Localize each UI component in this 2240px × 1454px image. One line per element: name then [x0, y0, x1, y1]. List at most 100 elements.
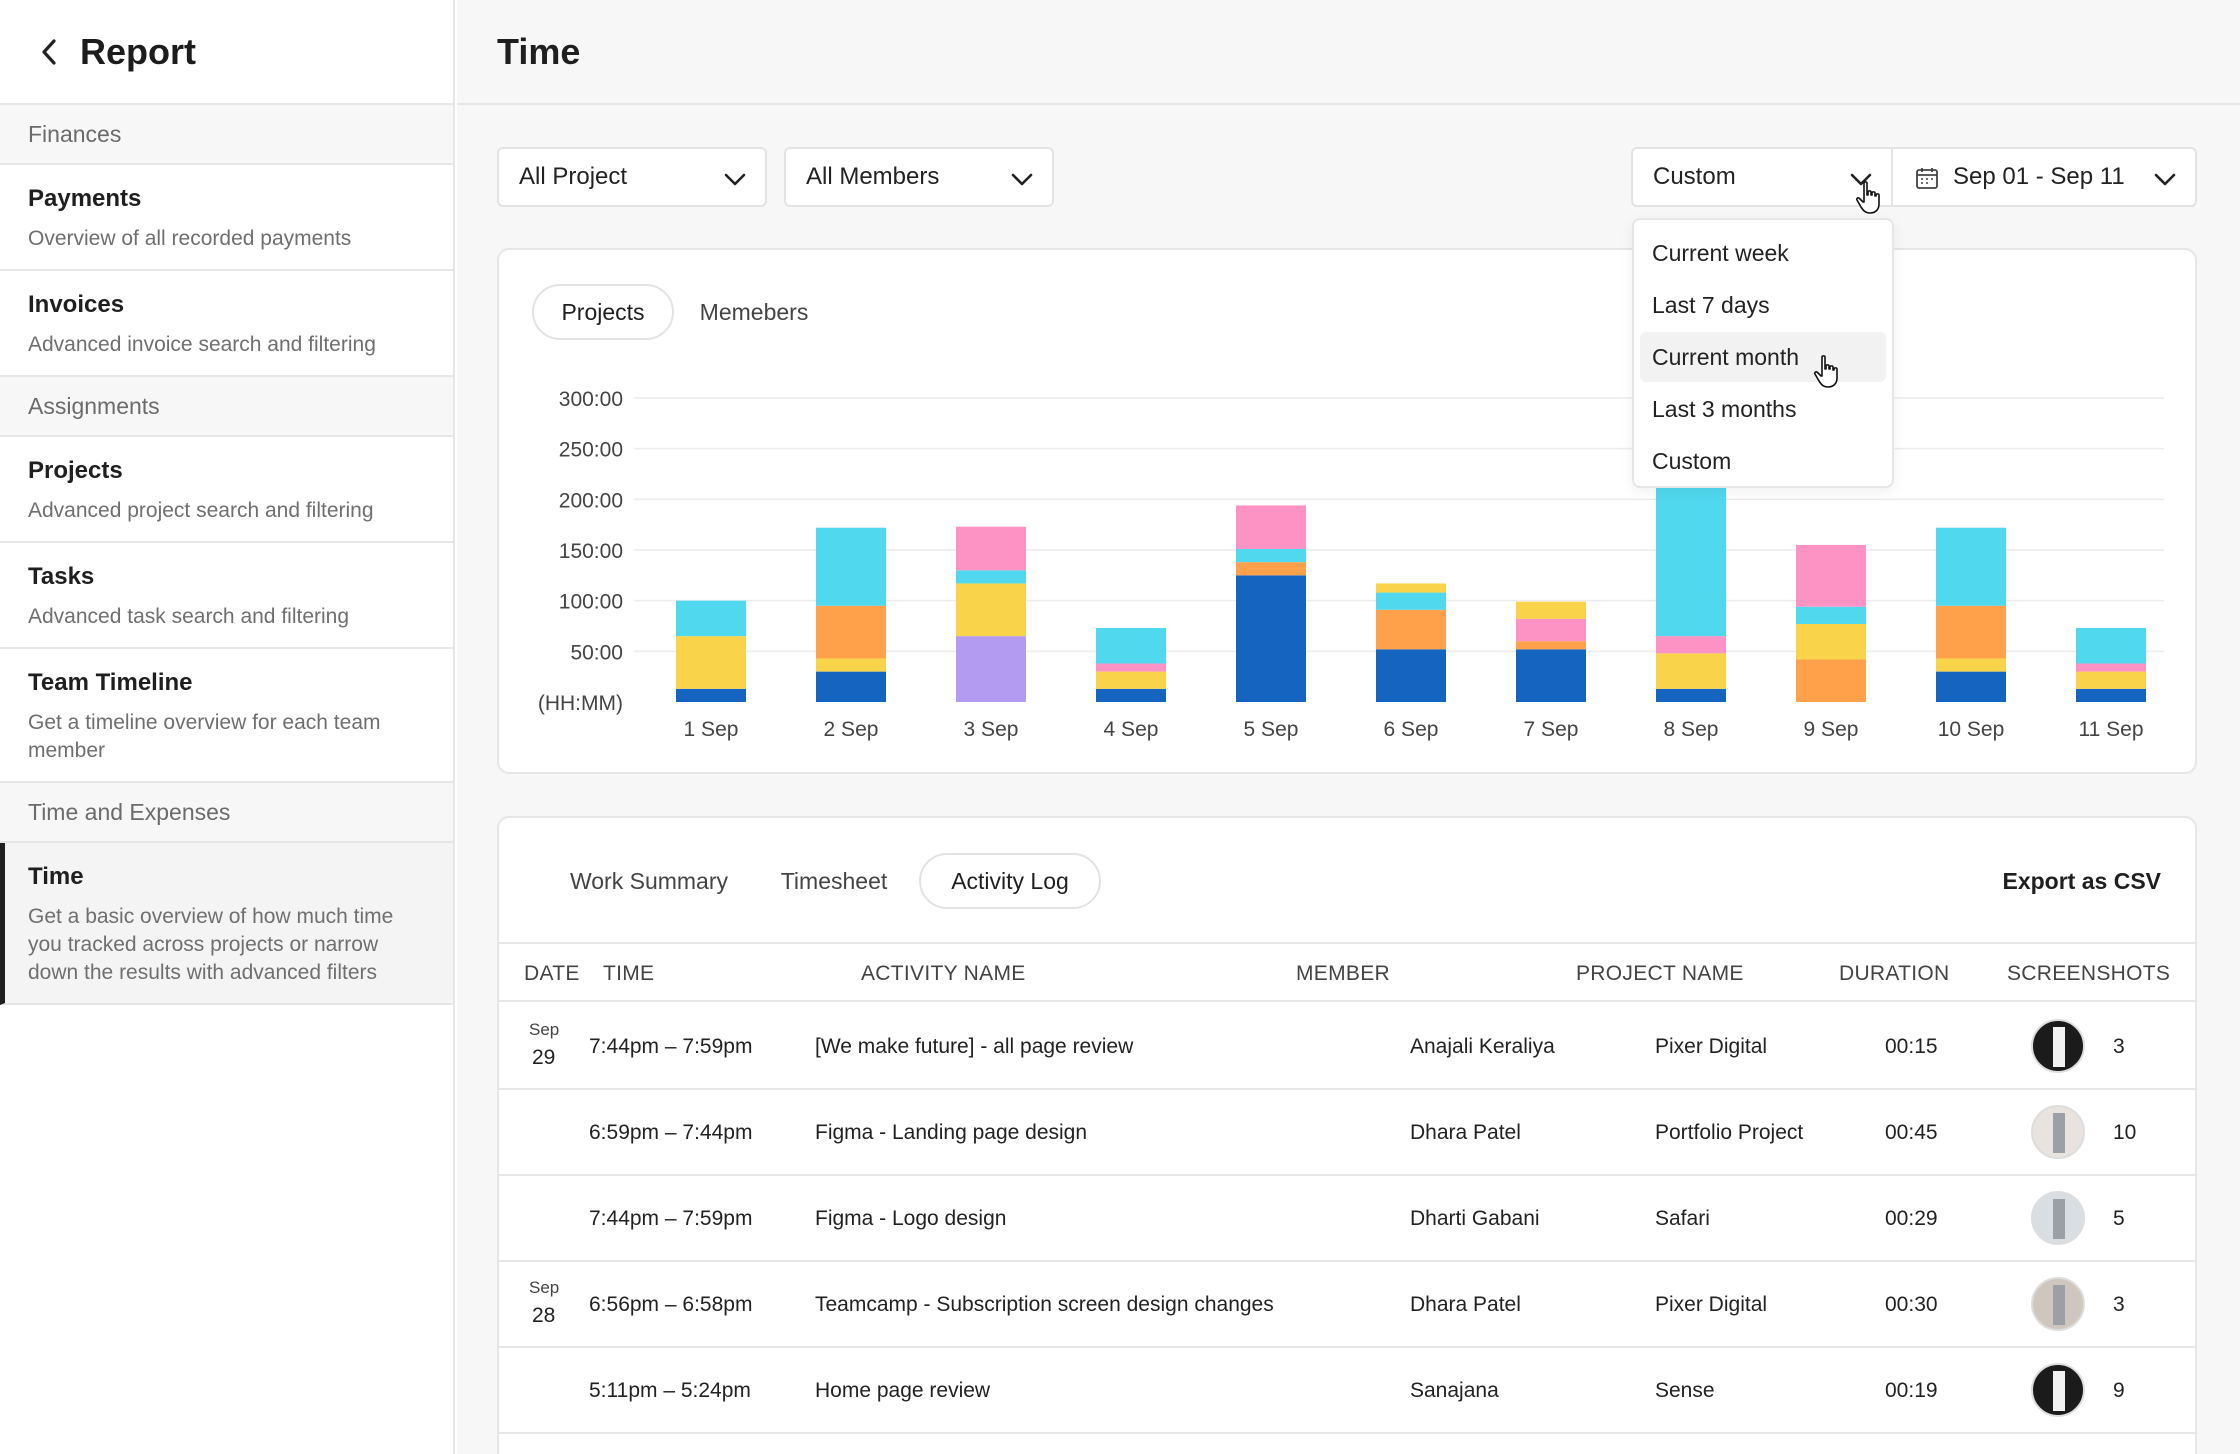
table-row[interactable]: 6:59pm – 7:44pm Figma - Landing page desi…	[499, 1090, 2195, 1176]
bar-segment	[676, 636, 746, 689]
screenshot-thumbnail[interactable]	[2031, 1019, 2085, 1073]
sidebar-item-invoices[interactable]: Invoices Advanced invoice search and fil…	[0, 271, 453, 377]
option-current-month[interactable]: Current month	[1640, 332, 1886, 382]
screenshot-count: 9	[2113, 1379, 2125, 1402]
row-member: Anajali Keraliya	[1410, 1035, 1555, 1058]
bar-segment	[1656, 688, 1726, 702]
project-filter-value: All Project	[519, 163, 628, 190]
sidebar-item-title: Time	[28, 863, 84, 890]
bar-segment	[1516, 601, 1586, 619]
sidebar-item-title: Tasks	[28, 563, 95, 590]
hand-cursor-icon	[1855, 181, 1880, 214]
tab-activity-log[interactable]: Activity Log	[919, 853, 1101, 909]
bar-segment	[1236, 562, 1306, 576]
screenshot-thumbnail[interactable]	[2031, 1191, 2085, 1245]
range-select[interactable]: Custom	[1631, 147, 1893, 207]
sidebar-header: Report	[0, 0, 453, 105]
bar-segment	[2076, 628, 2146, 664]
screenshot-thumbnail[interactable]	[2031, 1363, 2085, 1417]
sidebar-item-team-timeline[interactable]: Team Timeline Get a timeline overview fo…	[0, 649, 453, 783]
bar-segment	[1376, 592, 1446, 610]
x-tick-label: 9 Sep	[1804, 718, 1859, 741]
section-assignments: Assignments	[0, 377, 453, 437]
bar-segment	[816, 658, 886, 672]
tab-members[interactable]: Memebers	[699, 298, 809, 325]
range-select-value: Custom	[1653, 163, 1736, 190]
option-custom[interactable]: Custom	[1652, 447, 1732, 474]
table-row[interactable]: 7:44pm – 7:59pm Figma - Logo design Dharti…	[499, 1176, 2195, 1262]
row-project-name: Safari	[1655, 1207, 1710, 1230]
sidebar-item-time[interactable]: Time Get a basic overview of how much ti…	[0, 843, 453, 1005]
bar-segment	[1096, 663, 1166, 672]
calendar-icon	[1916, 168, 1938, 189]
members-filter-value: All Members	[806, 163, 940, 190]
tab-timesheet[interactable]: Timesheet	[780, 867, 888, 894]
row-duration: 00:29	[1885, 1207, 1938, 1230]
screenshot-thumbnail[interactable]	[2031, 1105, 2085, 1159]
y-tick-label: 50:00	[570, 641, 623, 664]
bar-segment	[956, 583, 1026, 637]
col-time: TIME	[603, 962, 655, 985]
col-activity-name: ACTIVITY NAME	[861, 962, 1026, 985]
row-date-day: 28	[532, 1304, 556, 1327]
main-content: Time All Project All Members Custom Sep …	[457, 0, 2240, 1454]
bar-segment	[1096, 671, 1166, 689]
sidebar-item-desc: Get a basic overview of how much time yo…	[28, 905, 394, 984]
sidebar-item-payments[interactable]: Payments Overview of all recorded paymen…	[0, 165, 453, 271]
back-arrow-icon[interactable]	[34, 37, 64, 67]
option-last-3-months[interactable]: Last 3 months	[1652, 395, 1797, 422]
section-time-expenses: Time and Expenses	[0, 783, 453, 843]
table-row[interactable]: Sep 29 7:44pm – 7:59pm [We make future] - a…	[499, 1004, 2195, 1090]
sidebar-item-tasks[interactable]: Tasks Advanced task search and filtering	[0, 543, 453, 649]
screenshot-count: 3	[2113, 1035, 2125, 1058]
sidebar-title: Report	[80, 30, 196, 72]
col-date: DATE	[524, 962, 580, 985]
sidebar-item-desc: Get a timeline overview for each team me…	[28, 711, 381, 762]
export-csv-link[interactable]: Export as CSV	[2002, 868, 2162, 894]
bar-segment	[1376, 609, 1446, 650]
sidebar-item-title: Team Timeline	[28, 669, 193, 696]
bar-segment	[1236, 575, 1306, 702]
date-range-select[interactable]: Sep 01 - Sep 11	[1891, 147, 2197, 207]
row-activity-name: [We make future] - all page review	[815, 1035, 1134, 1058]
row-duration: 00:19	[1885, 1379, 1938, 1402]
x-tick-label: 6 Sep	[1384, 718, 1439, 741]
row-activity-name: Figma - Landing page design	[815, 1121, 1088, 1144]
table-row[interactable]: Sep 28 6:56pm – 6:58pm Teamcamp - Subscript…	[499, 1262, 2195, 1348]
screenshot-thumbnail[interactable]	[2031, 1277, 2085, 1331]
page-title: Time	[497, 30, 581, 72]
bar-segment	[1096, 688, 1166, 702]
y-axis-label: (HH:MM)	[538, 692, 623, 715]
sidebar-item-desc: Advanced task search and filtering	[28, 605, 350, 628]
option-current-week[interactable]: Current week	[1652, 239, 1789, 266]
bar-segment	[816, 527, 886, 606]
members-filter-select[interactable]: All Members	[784, 147, 1054, 207]
y-tick-label: 150:00	[559, 540, 623, 563]
row-time: 5:11pm – 5:24pm	[589, 1379, 751, 1402]
bar-segment	[1096, 628, 1166, 664]
bar-segment	[1656, 636, 1726, 654]
x-tick-label: 4 Sep	[1104, 718, 1159, 741]
tab-projects[interactable]: Projects	[532, 284, 674, 340]
bar-segment	[956, 570, 1026, 584]
row-activity-name: Figma - Logo design	[815, 1207, 1007, 1230]
bar-segment	[1936, 671, 2006, 702]
project-filter-select[interactable]: All Project	[497, 147, 767, 207]
chevron-down-icon	[1011, 173, 1033, 186]
table-row[interactable]: 5:11pm – 5:24pm Home page review Sanajana S…	[499, 1348, 2195, 1434]
bar-segment	[816, 671, 886, 702]
sidebar-item-desc: Advanced invoice search and filtering	[28, 333, 376, 356]
bar-segment	[1796, 623, 1866, 660]
sidebar-item-title: Payments	[28, 185, 142, 212]
bar-segment	[2076, 663, 2146, 672]
chevron-down-icon	[2154, 173, 2176, 186]
option-last-7-days[interactable]: Last 7 days	[1652, 291, 1770, 318]
row-member: Dhara Patel	[1410, 1293, 1521, 1316]
x-tick-label: 8 Sep	[1664, 718, 1719, 741]
sidebar: Report Finances Payments Overview of all…	[0, 0, 455, 1454]
sidebar-item-projects[interactable]: Projects Advanced project search and fil…	[0, 437, 453, 543]
tab-work-summary[interactable]: Work Summary	[569, 867, 729, 894]
col-duration: DURATION	[1839, 962, 1950, 985]
row-date-month: Sep	[529, 1020, 560, 1039]
y-tick-label: 100:00	[559, 591, 623, 614]
